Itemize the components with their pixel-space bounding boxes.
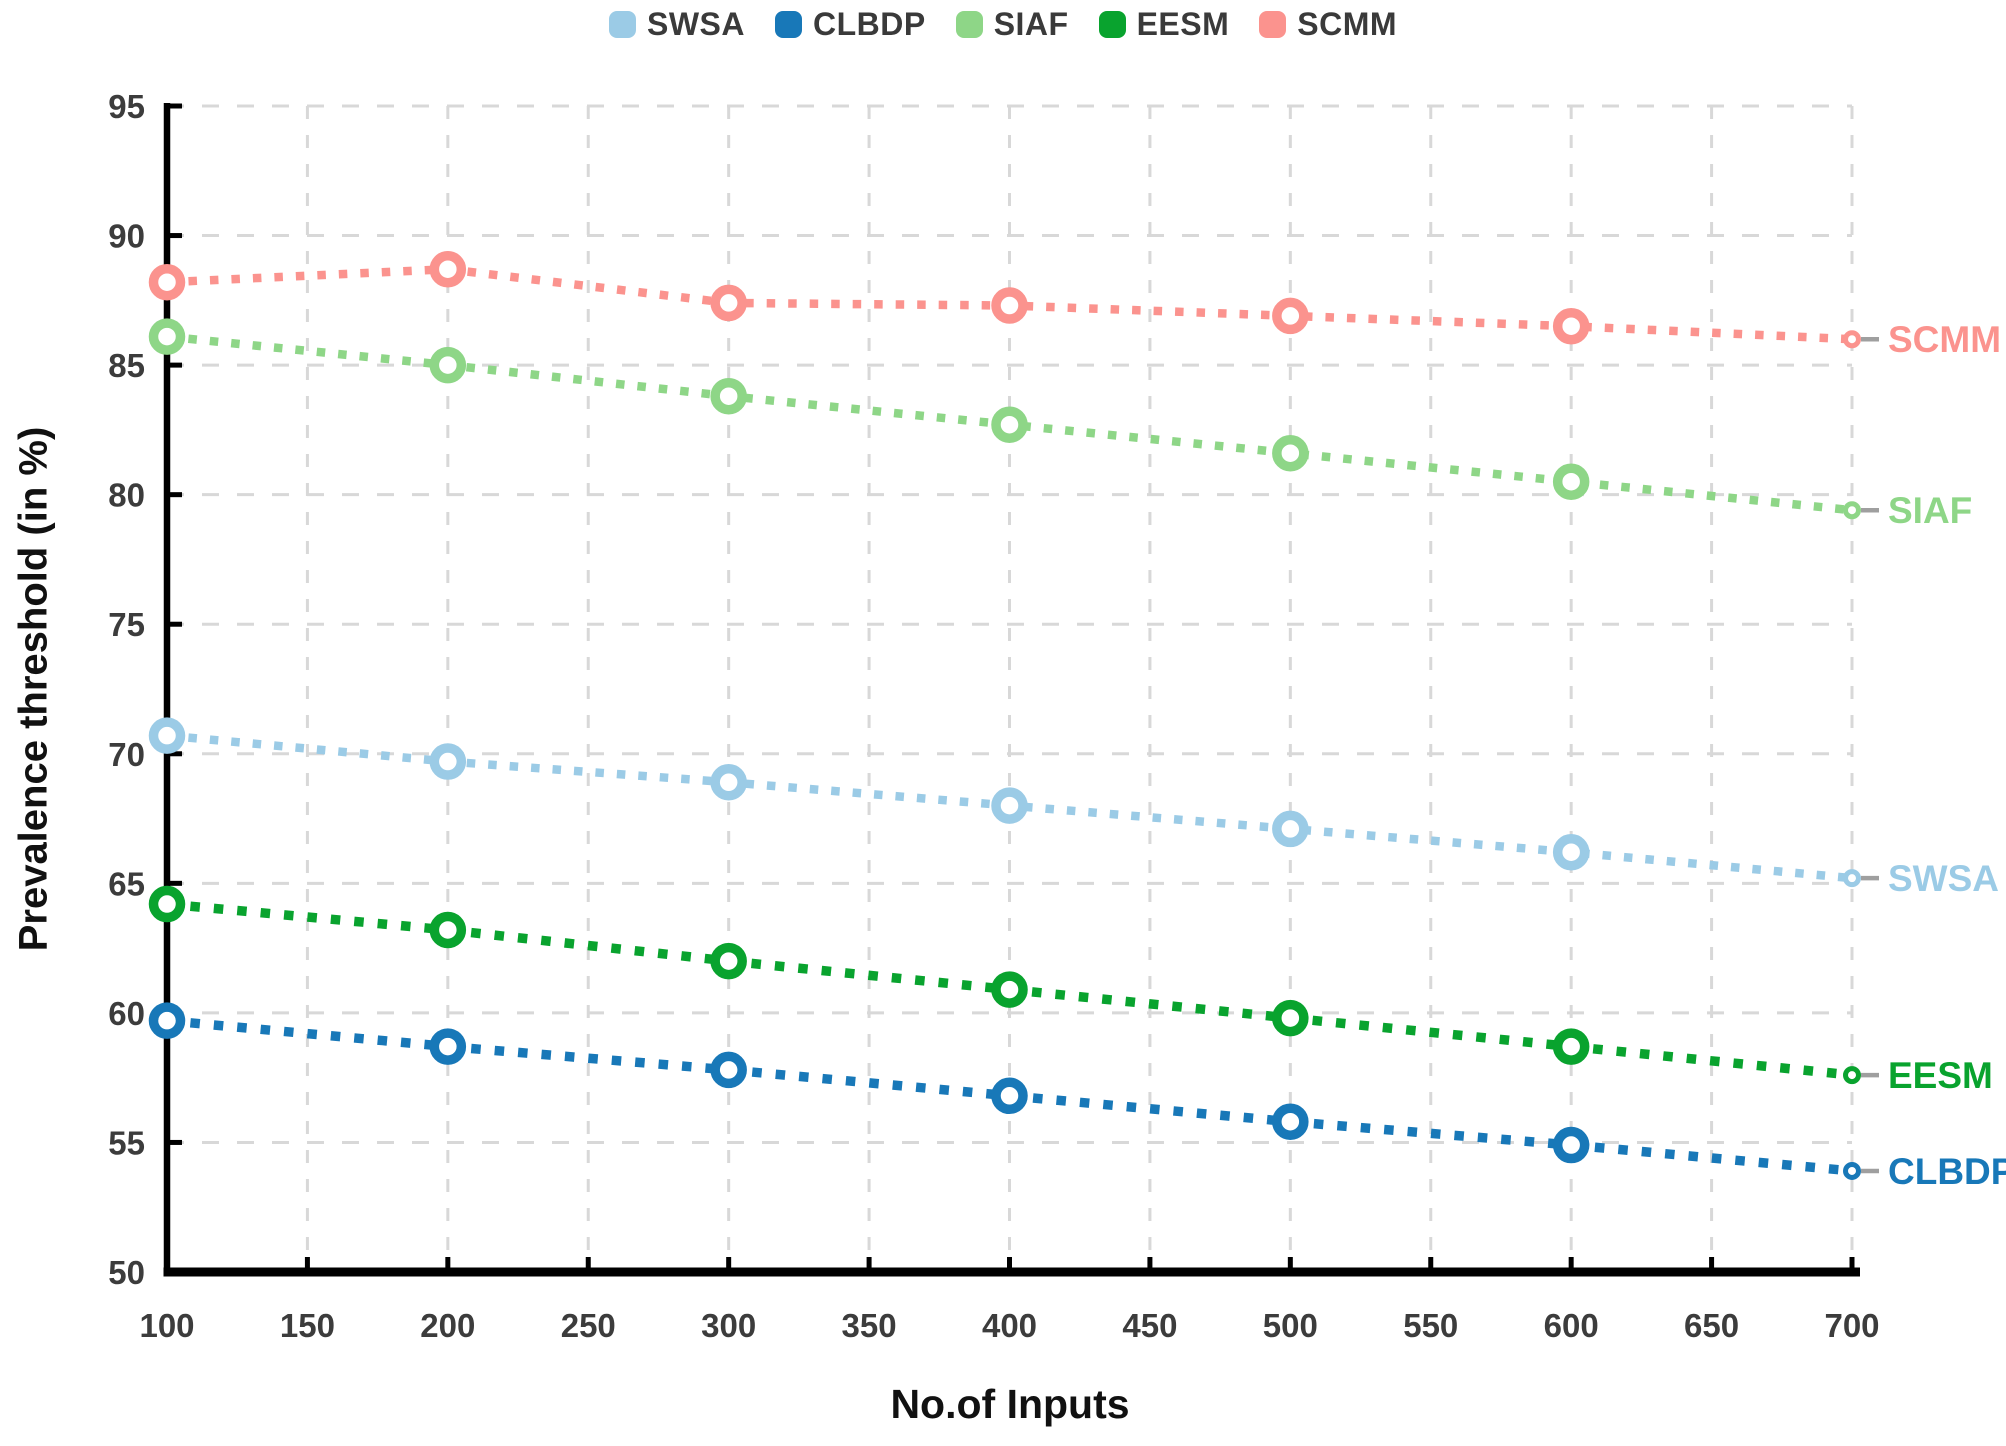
data-point-marker bbox=[1272, 810, 1309, 848]
legend-label: SWSA bbox=[646, 6, 745, 42]
data-point-marker bbox=[429, 250, 467, 288]
data-point-marker bbox=[1552, 833, 1590, 871]
legend-label: EESM bbox=[1136, 6, 1230, 42]
data-point-marker bbox=[1552, 1028, 1590, 1065]
data-point-marker bbox=[991, 287, 1028, 324]
data-point-marker bbox=[148, 1002, 186, 1039]
data-point-marker bbox=[148, 717, 186, 754]
data-point-marker bbox=[1272, 297, 1309, 335]
legend-label: SIAF bbox=[993, 6, 1069, 42]
legend-item-swsa: SWSA bbox=[608, 6, 745, 43]
data-point-marker bbox=[991, 971, 1028, 1008]
series-end-dot bbox=[1843, 1161, 1861, 1180]
legend-swatch-icon bbox=[1259, 11, 1287, 38]
data-point-marker bbox=[1272, 1103, 1309, 1140]
legend-swatch-icon bbox=[774, 11, 802, 38]
legend-label: SCMM bbox=[1297, 6, 1398, 42]
series-end-label: SWSA bbox=[1888, 858, 1999, 899]
y-tick-label: 50 bbox=[108, 1254, 145, 1291]
x-tick-label: 300 bbox=[701, 1307, 756, 1344]
series-end-label: SCMM bbox=[1888, 319, 2001, 360]
data-point-marker bbox=[991, 406, 1028, 443]
data-point-marker bbox=[429, 346, 467, 384]
tick-labels: 50 55 60 65 70 75 80 85 90 95 100 150 200 250 300 350 40… bbox=[108, 88, 1879, 1344]
data-point-marker bbox=[429, 911, 467, 949]
series-CLBDP: CLBDP bbox=[148, 1002, 2006, 1192]
legend-label: CLBDP bbox=[812, 6, 926, 42]
data-point-marker bbox=[148, 263, 186, 301]
x-tick-label: 600 bbox=[1544, 1307, 1599, 1344]
series-SCMM: SCMM bbox=[148, 250, 2001, 360]
x-tick-label: 200 bbox=[420, 1307, 475, 1344]
data-point-marker bbox=[991, 1077, 1028, 1115]
legend-swatch-icon bbox=[955, 11, 983, 38]
series-end-label: CLBDP bbox=[1888, 1151, 2006, 1192]
data-point-marker bbox=[148, 885, 186, 923]
data-point-marker bbox=[710, 1051, 747, 1089]
data-point-marker bbox=[429, 743, 467, 780]
y-tick-label: 85 bbox=[108, 347, 145, 384]
series-SIAF: SIAF bbox=[148, 318, 1972, 531]
y-tick-label: 75 bbox=[108, 606, 145, 643]
data-point-marker bbox=[710, 942, 747, 980]
series-SWSA: SWSA bbox=[148, 717, 1999, 899]
data-point-marker bbox=[429, 1028, 467, 1065]
x-tick-label: 150 bbox=[280, 1307, 335, 1344]
x-tick-label: 500 bbox=[1263, 1307, 1318, 1344]
legend-item-clbdp: CLBDP bbox=[774, 6, 926, 43]
x-tick-label: 350 bbox=[842, 1307, 897, 1344]
legend-swatch-icon bbox=[608, 11, 636, 38]
y-axis-title: Prevalence threshold (in %) bbox=[11, 426, 56, 952]
series-end-dot bbox=[1843, 869, 1861, 888]
x-tick-label: 700 bbox=[1824, 1307, 1879, 1344]
data-point-marker bbox=[710, 377, 747, 415]
chart-legend: SWSA CLBDP SIAF EESM SCMM bbox=[0, 6, 2006, 43]
legend-item-scmm: SCMM bbox=[1259, 6, 1397, 43]
y-tick-label: 80 bbox=[108, 477, 145, 514]
data-point-marker bbox=[1552, 307, 1590, 345]
data-point-marker bbox=[710, 284, 747, 322]
legend-item-siaf: SIAF bbox=[955, 6, 1069, 43]
y-tick-label: 65 bbox=[108, 865, 145, 902]
y-tick-label: 95 bbox=[108, 88, 145, 125]
data-point-marker bbox=[710, 764, 747, 801]
x-tick-label: 400 bbox=[982, 1307, 1037, 1344]
gridlines bbox=[167, 104, 1854, 1272]
x-tick-label: 450 bbox=[1122, 1307, 1177, 1344]
legend-swatch-icon bbox=[1098, 11, 1126, 38]
legend-item-eesm: EESM bbox=[1098, 6, 1230, 43]
y-tick-label: 55 bbox=[108, 1124, 145, 1161]
series-end-label: SIAF bbox=[1888, 490, 1972, 531]
y-tick-label: 60 bbox=[108, 995, 145, 1032]
data-point-marker bbox=[1552, 463, 1590, 500]
x-tick-label: 550 bbox=[1403, 1307, 1458, 1344]
y-tick-label: 70 bbox=[108, 736, 145, 773]
data-point-marker bbox=[991, 787, 1028, 824]
series-end-label: EESM bbox=[1888, 1055, 1993, 1096]
x-tick-label: 100 bbox=[139, 1307, 194, 1344]
x-tick-label: 650 bbox=[1684, 1307, 1739, 1344]
data-point-marker bbox=[1552, 1126, 1590, 1164]
series-end-dot bbox=[1843, 1066, 1861, 1085]
series-EESM: EESM bbox=[148, 885, 1993, 1096]
x-tick-label: 250 bbox=[561, 1307, 616, 1344]
x-axis-title: No.of Inputs bbox=[890, 1381, 1130, 1427]
series-end-dot bbox=[1843, 330, 1861, 349]
data-point-marker bbox=[1272, 999, 1309, 1037]
y-tick-label: 90 bbox=[108, 218, 145, 255]
series-end-dot bbox=[1843, 501, 1861, 520]
data-point-marker bbox=[1272, 434, 1309, 472]
data-point-marker bbox=[148, 318, 186, 355]
